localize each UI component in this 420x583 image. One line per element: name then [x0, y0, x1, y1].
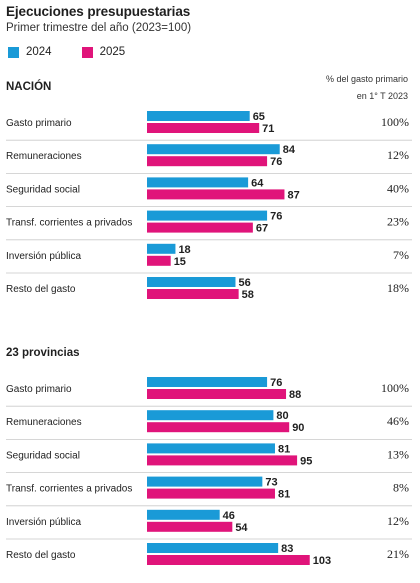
bar-2024 [147, 410, 274, 421]
share-note-line2: en 1° T 2023 [357, 91, 408, 101]
bar-2024 [147, 476, 263, 487]
category-label: Resto del gasto [6, 284, 76, 295]
bar-2024 [147, 177, 249, 188]
share-label: 100% [381, 115, 409, 129]
value-label: 88 [289, 389, 301, 401]
legend-swatch-2024 [8, 46, 19, 58]
value-label: 81 [278, 443, 290, 455]
value-label: 56 [238, 277, 250, 289]
share-label: 13% [387, 447, 409, 461]
category-label: Inversión pública [6, 517, 81, 528]
share-label: 12% [387, 148, 409, 162]
value-label: 64 [251, 177, 264, 189]
bar-2025 [147, 289, 239, 299]
value-label: 90 [292, 422, 304, 434]
share-note-line1: % del gasto primario [326, 74, 408, 84]
value-label: 73 [265, 477, 277, 489]
bar-2025 [147, 189, 285, 200]
section-title: NACIÓN [6, 80, 51, 93]
value-label: 76 [270, 211, 282, 223]
bar-2024 [147, 377, 268, 387]
bar-2024 [147, 111, 250, 121]
category-label: Inversión pública [6, 251, 81, 262]
chart-subtitle: Primer trimestre del año (2023=100) [6, 22, 192, 34]
value-label: 18 [178, 244, 190, 256]
bar-2024 [147, 443, 275, 454]
bar-2024 [147, 509, 220, 520]
bar-2025 [147, 521, 233, 532]
share-label: 21% [387, 547, 409, 561]
value-label: 84 [283, 144, 296, 156]
value-label: 65 [253, 111, 265, 123]
value-label: 67 [256, 223, 268, 235]
value-label: 95 [300, 455, 312, 467]
bar-2025 [147, 222, 253, 233]
value-label: 76 [270, 377, 282, 389]
category-label: Gasto primario [6, 118, 72, 129]
value-label: 87 [287, 189, 299, 201]
share-label: 7% [393, 248, 409, 262]
share-label: 18% [387, 281, 409, 295]
section-title: 23 provincias [6, 347, 80, 359]
share-label: 100% [381, 381, 409, 395]
bar-2025 [147, 123, 260, 133]
category-label: Transf. corrientes a privados [6, 218, 132, 229]
value-label: 15 [174, 256, 186, 268]
legend-swatch-2025 [81, 46, 93, 58]
share-label: 8% [393, 481, 409, 495]
bar-2025 [147, 455, 298, 466]
bar-2024 [147, 243, 176, 254]
value-label: 71 [262, 123, 274, 135]
value-label: 80 [276, 410, 288, 422]
bar-2025 [147, 255, 171, 266]
share-label: 23% [387, 215, 409, 229]
category-label: Remuneraciones [6, 151, 82, 162]
value-label: 58 [242, 289, 254, 301]
bar-2025 [147, 389, 287, 399]
category-label: Seguridad social [6, 450, 80, 461]
bar-2024 [147, 543, 279, 553]
value-label: 76 [270, 156, 282, 168]
bar-2025 [147, 156, 268, 167]
bar-2024 [147, 210, 268, 221]
value-label: 81 [278, 489, 290, 501]
share-label: 12% [387, 514, 409, 528]
category-label: Seguridad social [6, 184, 80, 195]
value-label: 83 [281, 543, 293, 555]
value-label: 46 [223, 510, 235, 522]
bar-2024 [147, 277, 236, 287]
bar-2024 [147, 144, 280, 155]
category-label: Transf. corrientes a privados [6, 484, 132, 495]
value-label: 54 [235, 522, 248, 534]
category-label: Remuneraciones [6, 417, 82, 428]
bar-2025 [147, 488, 275, 499]
value-label: 103 [313, 555, 331, 567]
legend-label-2024: 2024 [26, 46, 52, 58]
category-label: Resto del gasto [6, 550, 76, 561]
share-label: 46% [387, 414, 409, 428]
legend-label-2025: 2025 [99, 46, 126, 58]
chart-title: Ejecuciones presupuestarias [6, 4, 191, 19]
legend: 2024 2025 [8, 46, 155, 58]
bar-2025 [147, 555, 310, 565]
share-label: 40% [387, 181, 409, 195]
bar-2025 [147, 422, 290, 433]
category-label: Gasto primario [6, 384, 72, 395]
